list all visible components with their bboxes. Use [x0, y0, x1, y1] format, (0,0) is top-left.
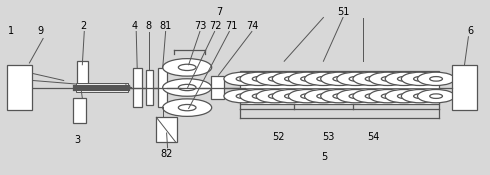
- Circle shape: [430, 94, 442, 98]
- Circle shape: [272, 89, 310, 103]
- Circle shape: [224, 89, 261, 103]
- Text: 82: 82: [160, 149, 173, 159]
- Circle shape: [337, 89, 374, 103]
- Circle shape: [240, 72, 277, 86]
- Circle shape: [301, 77, 314, 81]
- Bar: [133, 68, 142, 107]
- Bar: [73, 98, 86, 122]
- Circle shape: [252, 77, 265, 81]
- Circle shape: [289, 72, 326, 86]
- Circle shape: [401, 72, 439, 86]
- Circle shape: [305, 89, 342, 103]
- Circle shape: [163, 99, 212, 116]
- Bar: [77, 61, 88, 86]
- Text: 54: 54: [367, 131, 380, 142]
- Circle shape: [178, 104, 196, 111]
- Circle shape: [163, 59, 212, 76]
- Text: 8: 8: [145, 21, 151, 31]
- Circle shape: [369, 72, 406, 86]
- Circle shape: [397, 77, 410, 81]
- Text: 6: 6: [467, 26, 473, 37]
- Circle shape: [256, 89, 294, 103]
- Text: 73: 73: [194, 21, 206, 31]
- Circle shape: [240, 89, 277, 103]
- Circle shape: [178, 64, 196, 71]
- Bar: [7, 65, 32, 110]
- Circle shape: [353, 89, 390, 103]
- Text: 52: 52: [272, 131, 285, 142]
- Circle shape: [417, 72, 455, 86]
- Circle shape: [349, 77, 362, 81]
- Text: 72: 72: [209, 21, 222, 31]
- Circle shape: [236, 94, 249, 98]
- Bar: [158, 68, 167, 107]
- Circle shape: [365, 77, 378, 81]
- Circle shape: [333, 77, 346, 81]
- Circle shape: [333, 94, 346, 98]
- Text: 2: 2: [80, 21, 86, 31]
- Circle shape: [285, 77, 297, 81]
- Circle shape: [305, 72, 342, 86]
- Circle shape: [269, 77, 281, 81]
- Bar: [211, 76, 224, 99]
- Bar: [156, 117, 177, 142]
- Circle shape: [301, 94, 314, 98]
- Circle shape: [353, 72, 390, 86]
- Circle shape: [320, 89, 358, 103]
- Circle shape: [414, 77, 426, 81]
- Text: 74: 74: [246, 21, 259, 31]
- Text: 71: 71: [225, 21, 238, 31]
- Circle shape: [224, 72, 261, 86]
- Circle shape: [317, 94, 330, 98]
- Circle shape: [163, 79, 212, 96]
- Circle shape: [272, 72, 310, 86]
- Circle shape: [397, 94, 410, 98]
- Bar: [240, 71, 439, 104]
- Circle shape: [349, 94, 362, 98]
- Text: 51: 51: [337, 7, 349, 17]
- Circle shape: [178, 84, 196, 91]
- Text: 5: 5: [321, 152, 327, 163]
- Bar: [76, 83, 128, 92]
- Bar: [146, 70, 153, 105]
- Circle shape: [320, 72, 358, 86]
- Circle shape: [289, 89, 326, 103]
- Text: 81: 81: [160, 21, 172, 31]
- Circle shape: [252, 94, 265, 98]
- Text: 7: 7: [217, 7, 222, 17]
- Circle shape: [385, 72, 422, 86]
- Circle shape: [401, 89, 439, 103]
- Text: 1: 1: [8, 26, 14, 37]
- Circle shape: [430, 77, 442, 81]
- Circle shape: [285, 94, 297, 98]
- Circle shape: [365, 94, 378, 98]
- Circle shape: [236, 77, 249, 81]
- Circle shape: [256, 72, 294, 86]
- Text: 53: 53: [322, 131, 335, 142]
- Circle shape: [381, 77, 394, 81]
- Circle shape: [381, 94, 394, 98]
- Circle shape: [417, 89, 455, 103]
- Text: 9: 9: [37, 26, 43, 37]
- Circle shape: [337, 72, 374, 86]
- Circle shape: [317, 77, 330, 81]
- Bar: [452, 65, 477, 110]
- Circle shape: [369, 89, 406, 103]
- Circle shape: [414, 94, 426, 98]
- Text: 4: 4: [132, 21, 138, 31]
- Circle shape: [269, 94, 281, 98]
- Text: 3: 3: [74, 135, 80, 145]
- Circle shape: [385, 89, 422, 103]
